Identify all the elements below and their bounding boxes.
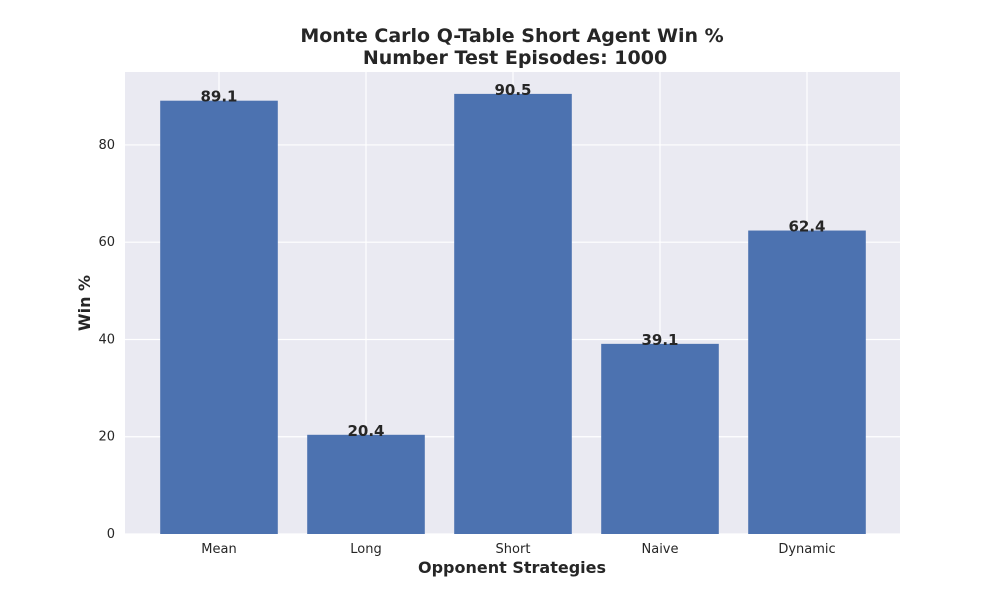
data-label-dynamic: 62.4 bbox=[788, 218, 825, 236]
y-tick-label: 40 bbox=[98, 332, 115, 347]
tick-labels: 0 20 40 60 80 Mean Long Short Naive Dynamic bbox=[98, 138, 835, 557]
data-labels: 89.1 20.4 90.5 39.1 62.4 bbox=[200, 81, 825, 440]
x-tick-label-dynamic: Dynamic bbox=[778, 542, 835, 557]
y-tick-label: 20 bbox=[98, 430, 115, 445]
x-tick-label-mean: Mean bbox=[201, 542, 236, 557]
data-label-short: 90.5 bbox=[494, 81, 531, 99]
y-tick-label: 0 bbox=[107, 527, 115, 542]
bar-mean bbox=[160, 100, 278, 535]
data-label-long: 20.4 bbox=[347, 422, 384, 440]
bar-naive bbox=[601, 343, 719, 534]
x-axis-label: Opponent Strategies bbox=[418, 558, 606, 577]
data-label-mean: 89.1 bbox=[200, 88, 237, 106]
y-tick-label: 80 bbox=[98, 138, 115, 153]
x-tick-label-short: Short bbox=[496, 542, 531, 557]
y-tick-label: 60 bbox=[98, 235, 115, 250]
bar-dynamic bbox=[748, 230, 866, 534]
bars bbox=[160, 93, 866, 535]
x-tick-label-long: Long bbox=[350, 542, 381, 557]
y-axis-label: Win % bbox=[75, 275, 94, 331]
data-label-naive: 39.1 bbox=[641, 331, 678, 349]
chart-title: Monte Carlo Q-Table Short Agent Win % bbox=[300, 25, 723, 47]
bar-short bbox=[454, 93, 572, 534]
x-tick-label-naive: Naive bbox=[642, 542, 679, 557]
chart-subtitle: Number Test Episodes: 1000 bbox=[363, 47, 667, 69]
bar-long bbox=[307, 434, 425, 534]
